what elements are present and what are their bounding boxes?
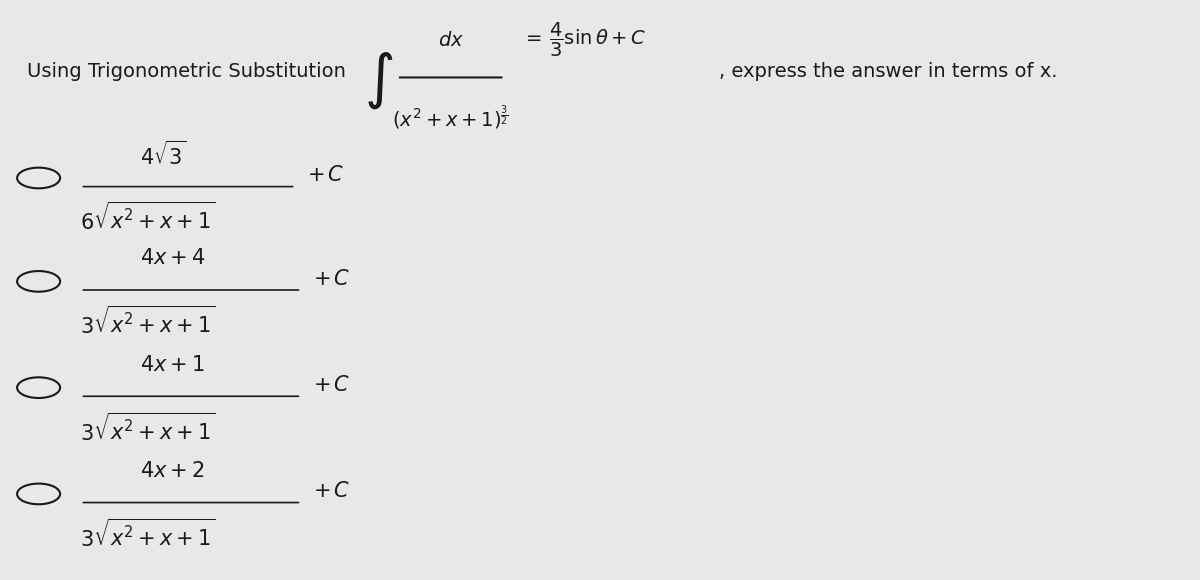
Text: $+\,C$: $+\,C$	[307, 165, 344, 185]
Text: $3\sqrt{x^2+x+1}$: $3\sqrt{x^2+x+1}$	[80, 413, 216, 445]
Text: $=\,\dfrac{4}{3}\sin\theta + C$: $=\,\dfrac{4}{3}\sin\theta + C$	[522, 21, 647, 59]
Text: $(x^2+x+1)^{\frac{3}{2}}$: $(x^2+x+1)^{\frac{3}{2}}$	[392, 103, 509, 132]
Text: $4x+2$: $4x+2$	[140, 461, 204, 481]
Text: $\int$: $\int$	[365, 50, 394, 111]
Text: $dx$: $dx$	[438, 31, 463, 50]
Text: $4\sqrt{3}$: $4\sqrt{3}$	[140, 141, 186, 169]
Text: $+\,C$: $+\,C$	[313, 481, 350, 501]
Text: $+\,C$: $+\,C$	[313, 269, 350, 288]
Text: $3\sqrt{x^2+x+1}$: $3\sqrt{x^2+x+1}$	[80, 306, 216, 338]
Text: $4x+1$: $4x+1$	[140, 355, 205, 375]
Text: $+\,C$: $+\,C$	[313, 375, 350, 395]
Text: , express the answer in terms of x.: , express the answer in terms of x.	[720, 62, 1058, 81]
Text: $3\sqrt{x^2+x+1}$: $3\sqrt{x^2+x+1}$	[80, 519, 216, 552]
Text: $6\sqrt{x^2+x+1}$: $6\sqrt{x^2+x+1}$	[80, 202, 216, 234]
Text: $4x+4$: $4x+4$	[140, 248, 205, 269]
Text: Using Trigonometric Substitution: Using Trigonometric Substitution	[26, 62, 346, 81]
